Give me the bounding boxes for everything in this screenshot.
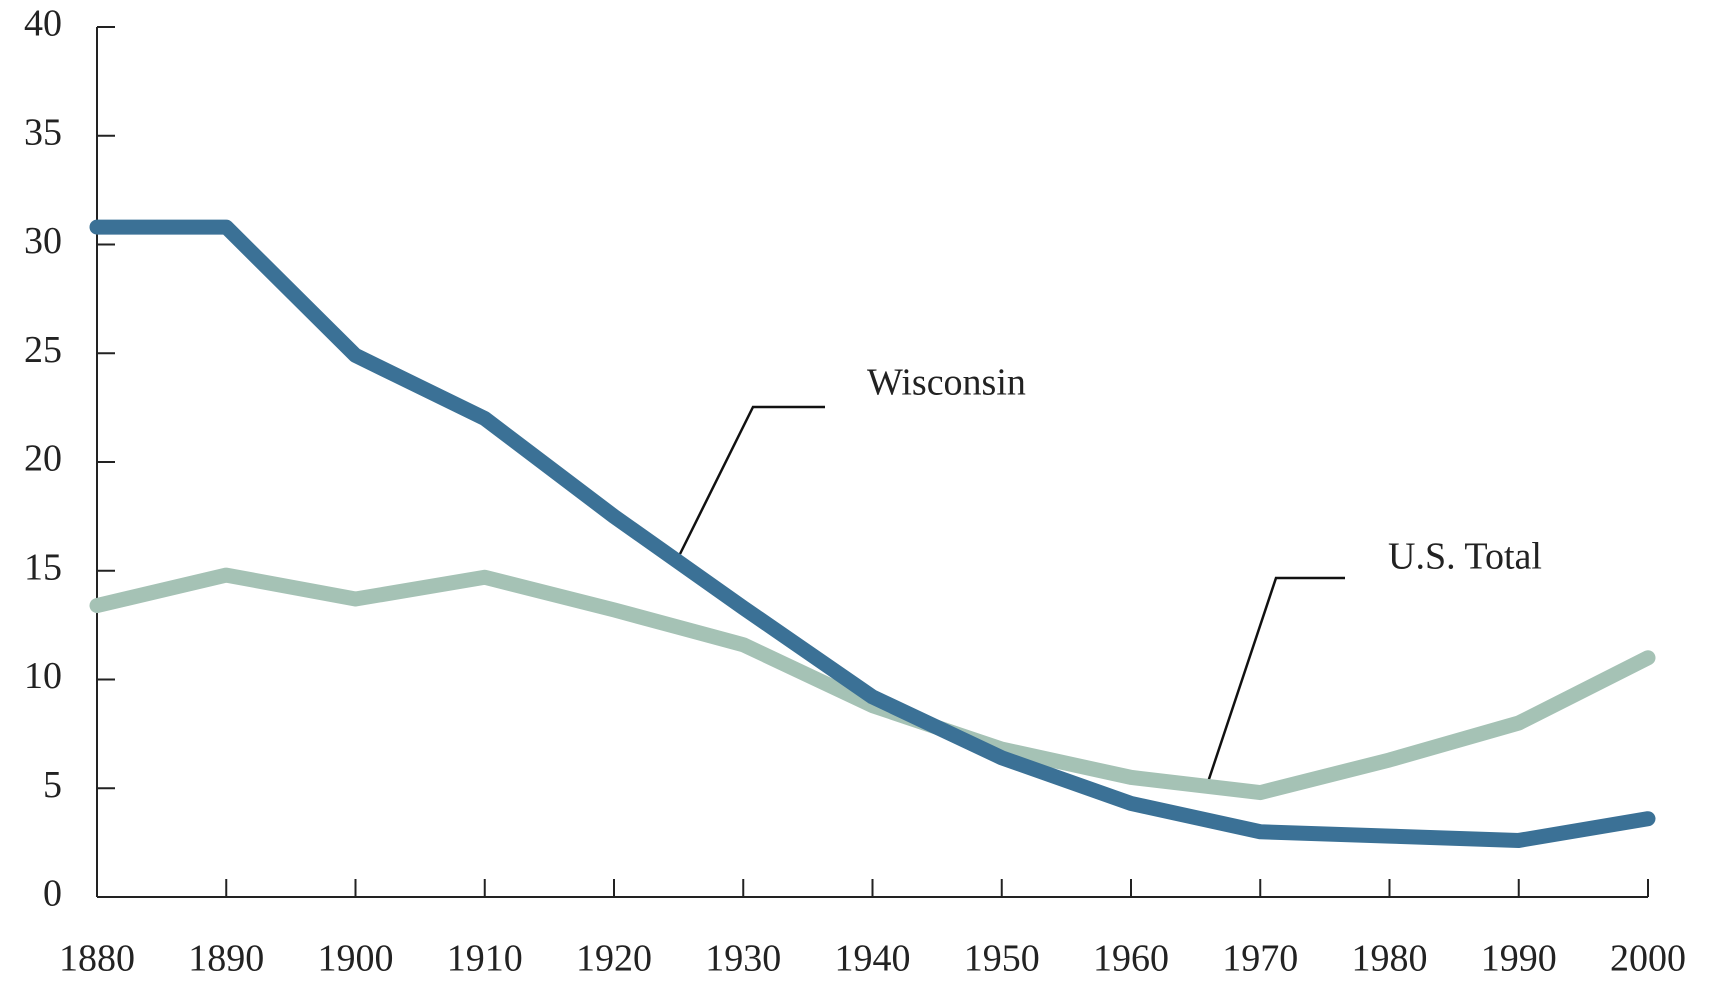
- series-label: Wisconsin: [867, 362, 1026, 404]
- y-tick-label: 40: [24, 3, 62, 45]
- y-tick-label: 15: [24, 546, 62, 588]
- x-tick-label: 1910: [447, 938, 523, 980]
- wisconsin-leader: [678, 405, 825, 555]
- x-tick-label: 1890: [188, 938, 264, 980]
- y-tick-label: 35: [24, 111, 62, 153]
- x-tick-label: 1930: [705, 938, 781, 980]
- y-tick-label: 30: [24, 220, 62, 262]
- us-total-leader: [1205, 576, 1345, 786]
- x-tick-label: 1940: [835, 938, 911, 980]
- y-tick-label: 5: [43, 764, 62, 806]
- x-tick-label: 2000: [1610, 938, 1686, 980]
- y-tick-label: 10: [24, 655, 62, 697]
- x-tick-label: 1970: [1222, 938, 1298, 980]
- x-tick-label: 1960: [1093, 938, 1169, 980]
- data-line: [89, 219, 1656, 848]
- x-tick-label: 1950: [964, 938, 1040, 980]
- x-tick-label: 1990: [1481, 938, 1557, 980]
- series-label: U.S. Total: [1388, 536, 1542, 578]
- y-tick-label: 0: [43, 873, 62, 915]
- data-line: [89, 567, 1656, 801]
- x-tick-label: 1920: [576, 938, 652, 980]
- x-tick-label: 1980: [1352, 938, 1428, 980]
- x-tick-label: 1900: [318, 938, 394, 980]
- x-tick-label: 1880: [59, 938, 135, 980]
- y-tick-label: 20: [24, 438, 62, 480]
- y-tick-label: 25: [24, 329, 62, 371]
